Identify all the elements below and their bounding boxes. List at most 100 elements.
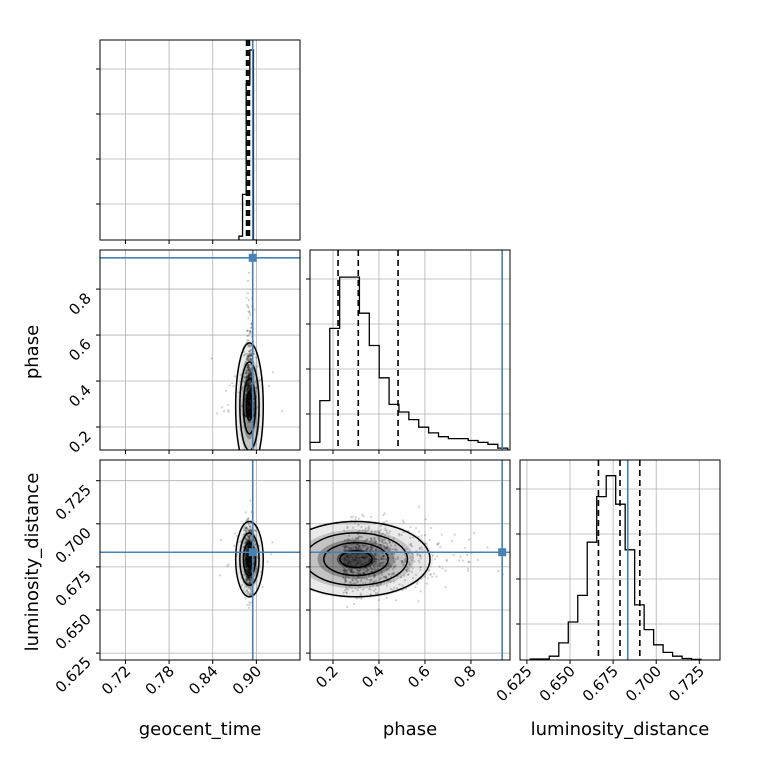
- sample-point: [355, 546, 358, 549]
- sample-point: [425, 542, 428, 545]
- sample-point: [249, 354, 252, 357]
- sample-point: [242, 589, 245, 592]
- sample-point: [343, 567, 346, 571]
- sample-point: [416, 582, 419, 585]
- sample-point: [248, 404, 251, 407]
- sample-point: [248, 535, 251, 538]
- sample-point: [248, 385, 252, 389]
- sample-point: [378, 563, 381, 566]
- sample-point: [365, 556, 368, 559]
- sample-point: [400, 576, 403, 579]
- sample-point: [248, 414, 252, 417]
- sample-point: [248, 345, 251, 348]
- sample-point: [392, 537, 395, 540]
- sample-point: [234, 532, 237, 535]
- sample-point: [253, 573, 256, 576]
- sample-point: [246, 357, 250, 360]
- sample-point: [355, 562, 358, 565]
- sample-point: [373, 542, 376, 545]
- contour-line: [234, 520, 265, 598]
- sample-point: [401, 561, 404, 564]
- sample-point: [242, 375, 245, 378]
- sample-point: [357, 540, 360, 543]
- sample-point: [346, 562, 350, 565]
- sample-point: [246, 576, 249, 579]
- sample-point: [249, 363, 252, 367]
- sample-point: [250, 376, 253, 379]
- sample-point: [344, 577, 347, 581]
- sample-point: [361, 513, 364, 516]
- sample-point: [394, 547, 398, 551]
- sample-point: [249, 410, 252, 413]
- sample-point: [245, 370, 248, 373]
- sample-point: [368, 579, 371, 582]
- sample-point: [354, 577, 357, 580]
- sample-point: [369, 585, 372, 588]
- sample-point: [246, 568, 249, 571]
- sample-point: [393, 586, 396, 590]
- sample-point: [417, 535, 420, 538]
- sample-point: [244, 577, 248, 581]
- sample-point: [216, 412, 219, 415]
- sample-point: [249, 387, 252, 390]
- sample-point: [246, 535, 249, 538]
- sample-point: [248, 525, 251, 528]
- sample-point: [249, 330, 252, 334]
- sample-point: [247, 561, 250, 565]
- sample-point: [245, 388, 249, 391]
- sample-point: [344, 562, 347, 565]
- sample-point: [409, 536, 412, 539]
- sample-point: [247, 397, 251, 400]
- sample-point: [246, 547, 249, 550]
- sample-point: [245, 547, 248, 550]
- sample-point: [248, 400, 251, 403]
- sample-point: [374, 540, 377, 543]
- sample-point: [370, 531, 373, 534]
- sample-point: [452, 553, 455, 557]
- sample-point: [248, 399, 252, 402]
- sample-point: [245, 374, 248, 377]
- sample-point: [248, 366, 251, 369]
- sample-point: [369, 540, 372, 543]
- sample-point: [435, 575, 438, 578]
- sample-point: [248, 368, 251, 371]
- sample-point: [356, 569, 360, 572]
- sample-point: [245, 526, 248, 529]
- sample-point: [240, 584, 244, 587]
- sample-point: [246, 385, 249, 388]
- sample-point: [244, 400, 247, 403]
- sample-point: [247, 374, 251, 377]
- sample-point: [395, 587, 399, 590]
- sample-point: [388, 541, 392, 544]
- sample-point: [247, 516, 250, 520]
- sample-point: [374, 549, 377, 552]
- sample-point: [375, 558, 378, 561]
- contour-line: [239, 532, 260, 587]
- sample-point: [344, 589, 347, 592]
- sample-point: [379, 564, 382, 568]
- sample-point: [247, 546, 251, 549]
- sample-point: [249, 555, 252, 559]
- sample-point: [246, 578, 249, 581]
- sample-point: [378, 540, 381, 543]
- sample-point: [374, 542, 377, 545]
- sample-point: [245, 391, 248, 394]
- sample-point: [248, 390, 251, 393]
- sample-point: [248, 404, 251, 407]
- sample-point: [365, 566, 368, 569]
- sample-point: [247, 569, 250, 572]
- sample-point: [385, 577, 388, 580]
- sample-point: [345, 558, 349, 562]
- sample-point: [366, 548, 369, 551]
- sample-point: [247, 375, 250, 378]
- sample-point: [247, 403, 250, 406]
- sample-point: [431, 554, 434, 557]
- density-level: [317, 539, 395, 579]
- sample-point: [358, 529, 361, 532]
- sample-point: [367, 560, 370, 563]
- sample-point: [345, 544, 349, 548]
- sample-point: [248, 556, 251, 559]
- sample-point: [246, 329, 249, 332]
- sample-point: [354, 564, 357, 568]
- sample-point: [374, 561, 377, 565]
